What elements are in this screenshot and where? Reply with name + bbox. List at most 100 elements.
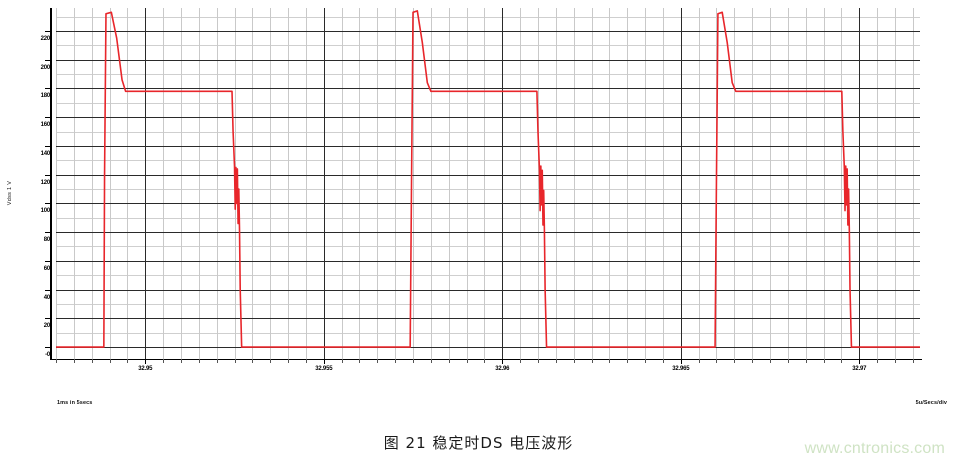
x-tick-mark xyxy=(609,359,611,363)
x-tick-mark xyxy=(787,359,789,363)
y-axis-title: Vdss 1 V xyxy=(2,158,18,228)
gridline-h-major xyxy=(56,59,920,61)
gridline-v-minor xyxy=(752,8,754,360)
gridline-v-minor xyxy=(270,8,272,360)
y-tick-label: 80 xyxy=(43,237,50,244)
x-tick-label: 32.96 xyxy=(495,366,510,372)
x-tick-mark xyxy=(537,359,539,363)
y-tick-mark xyxy=(45,30,51,32)
x-tick-mark xyxy=(662,359,664,363)
gridline-v-minor xyxy=(823,8,825,360)
gridline-v-minor xyxy=(484,8,486,360)
gridline-v-major xyxy=(680,8,682,360)
gridline-h-minor xyxy=(56,16,920,18)
major-gridlines xyxy=(56,8,920,360)
gridline-h-minor xyxy=(56,189,920,191)
x-tick-mark xyxy=(805,359,807,363)
x-tick-mark xyxy=(752,359,754,363)
x-tick-mark xyxy=(555,359,557,363)
gridline-h-major xyxy=(56,203,920,205)
gridline-v-minor xyxy=(912,8,914,360)
y-tick-label: 160 xyxy=(40,122,51,129)
gridline-h-minor xyxy=(56,332,920,334)
figure-caption: 图 21 稳定时DS 电压波形 xyxy=(383,434,574,452)
x-tick-mark xyxy=(466,359,468,363)
gridline-v-minor xyxy=(662,8,664,360)
y-tick-mark xyxy=(45,174,51,176)
y-tick-label: 20 xyxy=(43,323,50,330)
y-tick-mark xyxy=(45,318,51,320)
x-tick-mark xyxy=(912,359,914,363)
gridline-v-minor xyxy=(466,8,468,360)
y-tick-mark xyxy=(45,59,51,61)
x-tick-mark xyxy=(823,359,825,363)
x-tick-mark xyxy=(734,359,736,363)
y-tick-label: 40 xyxy=(43,294,50,301)
x-tick-mark xyxy=(56,359,57,363)
gridline-h-major xyxy=(56,260,920,262)
gridline-v-minor xyxy=(73,8,75,360)
gridline-v-minor xyxy=(877,8,879,360)
gridline-v-minor xyxy=(91,8,93,360)
gridline-h-major xyxy=(56,289,920,291)
x-tick-mark xyxy=(520,359,522,363)
gridline-h-major xyxy=(56,174,920,176)
x-tick-mark xyxy=(627,359,629,363)
gridline-v-minor xyxy=(413,8,415,360)
x-tick-mark xyxy=(109,359,111,363)
y-tick-mark xyxy=(45,145,51,147)
y-tick-mark xyxy=(45,260,51,262)
gridline-v-minor xyxy=(127,8,129,360)
plot-area xyxy=(56,8,920,360)
minor-gridlines xyxy=(56,8,920,360)
x-tick-mark xyxy=(395,359,397,363)
gridline-h-major xyxy=(56,318,920,320)
gridline-v-minor xyxy=(359,8,361,360)
x-tick-mark xyxy=(377,359,379,363)
gridline-v-minor xyxy=(198,8,200,360)
gridline-v-minor xyxy=(573,8,575,360)
gridline-v-minor xyxy=(448,8,450,360)
gridline-h-minor xyxy=(56,160,920,162)
x-tick-mark xyxy=(198,359,200,363)
y-tick-mark xyxy=(45,203,51,205)
waveform-polyline xyxy=(56,10,920,348)
x-tick-mark xyxy=(216,359,218,363)
gridline-h-minor xyxy=(56,45,920,47)
y-tick-mark xyxy=(45,232,51,234)
waveform-series xyxy=(56,10,920,348)
x-tick-mark xyxy=(288,359,290,363)
x-tick-mark xyxy=(573,359,575,363)
y-axis-title-text: Vdss 1 V xyxy=(7,180,14,206)
figure-waveform-plot: Vdss 1 V 220 200 180 160 140 120 100 80 60 40 20 -0… xyxy=(2,8,947,406)
gridline-h-minor xyxy=(56,275,920,277)
gridline-h-minor xyxy=(56,303,920,305)
y-tick-label: 180 xyxy=(40,93,51,100)
x-tick-mark xyxy=(502,359,504,364)
x-tick-mark xyxy=(484,359,486,363)
y-tick-label: 100 xyxy=(40,208,51,215)
x-tick-mark xyxy=(341,359,343,363)
gridline-v-minor xyxy=(395,8,397,360)
x-tick-mark xyxy=(145,359,147,364)
x-tick-mark xyxy=(877,359,879,363)
gridline-v-major xyxy=(502,8,504,360)
gridline-v-minor xyxy=(163,8,165,360)
x-tick-mark xyxy=(645,359,647,363)
note-left: 1ms in 5secs xyxy=(57,400,93,406)
x-tick-label-row: 32.95 32.955 32.96 32.965 32.97 xyxy=(56,366,920,380)
x-tick-mark xyxy=(234,359,236,363)
x-tick-label: 32.955 xyxy=(315,366,333,372)
gridline-v-minor xyxy=(734,8,736,360)
gridline-h-minor xyxy=(56,131,920,133)
gridline-h-major xyxy=(56,88,920,90)
gridline-v-minor xyxy=(288,8,290,360)
x-tick-mark xyxy=(413,359,415,363)
x-tick-mark xyxy=(305,359,307,363)
gridline-v-minor xyxy=(216,8,218,360)
y-tick-mark xyxy=(45,117,51,119)
gridline-h-minor xyxy=(56,246,920,248)
gridline-v-major xyxy=(145,8,147,360)
gridline-v-minor xyxy=(805,8,807,360)
x-tick-mark xyxy=(680,359,682,364)
